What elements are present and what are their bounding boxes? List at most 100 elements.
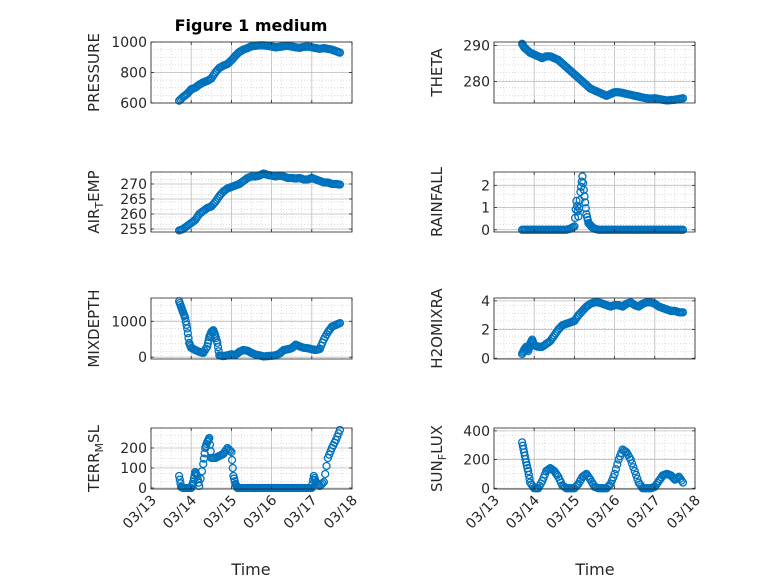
data-series-rainfall [517, 172, 688, 234]
data-point [213, 338, 222, 348]
axes-box [493, 427, 696, 490]
data-point [335, 425, 345, 435]
y-tick-label: 0 [138, 350, 147, 366]
data-series-sun-flux [517, 438, 688, 493]
data-point [183, 329, 193, 338]
subplot-mixdepth: 0 1000 MIXDEPTH [85, 289, 353, 368]
data-point [524, 470, 533, 480]
axes-box [150, 297, 353, 360]
y-tick-label: 400 [463, 424, 490, 440]
data-point [322, 461, 331, 471]
data-point [678, 225, 688, 234]
data-point [194, 478, 203, 487]
data-point [677, 476, 686, 485]
y-tick-label: 0 [481, 223, 490, 239]
data-point [182, 320, 191, 330]
data-point [678, 478, 688, 487]
data-point [678, 94, 688, 103]
subplot-theta: 280 290 THETA [428, 39, 696, 105]
data-point [577, 177, 586, 186]
data-point [629, 463, 638, 472]
x-axis-label-left: Time [230, 560, 270, 579]
data-point [610, 469, 619, 479]
axes-box [493, 171, 696, 233]
data-point [630, 466, 639, 476]
data-point [307, 483, 316, 493]
data-series-mixdepth [174, 297, 345, 361]
data-point [544, 464, 554, 474]
y-tick-label: 2 [481, 323, 490, 339]
axes-box [493, 297, 696, 360]
y-axis-label: RAINFALL [428, 166, 446, 237]
data-point [626, 455, 635, 464]
subplot-h2omixra: 0 2 4 H2OMIXRA [428, 288, 696, 369]
data-point [678, 308, 688, 317]
y-axis-label: H2OMIXRA [428, 288, 446, 369]
data-point [321, 469, 330, 479]
y-tick-label: 0 [481, 481, 490, 497]
axes-box [493, 41, 696, 104]
data-point [335, 48, 345, 57]
y-tick-label: 1000 [111, 314, 147, 330]
x-axis-label-right: Time [574, 560, 614, 579]
data-point [580, 198, 590, 207]
y-axis-label: SUNFLUX [428, 425, 449, 492]
axes-box [150, 427, 353, 490]
data-point [228, 463, 237, 473]
y-tick-label: 100 [120, 461, 147, 477]
data-point [525, 474, 534, 483]
data-series-theta [517, 39, 688, 105]
y-tick-label: 290 [463, 39, 490, 55]
y-axis-label: PRESSURE [85, 33, 103, 112]
data-point [176, 479, 185, 488]
data-point [631, 470, 641, 480]
subplot-pressure: 600 800 1000 PRESSURE [85, 33, 353, 112]
grid-lines [493, 172, 696, 232]
data-point [318, 479, 327, 488]
data-point [335, 318, 345, 328]
y-tick-label: 270 [120, 177, 147, 193]
y-tick-label: 800 [120, 66, 147, 82]
data-point [611, 464, 621, 474]
data-point [580, 192, 589, 201]
y-tick-label: 1000 [111, 35, 147, 51]
data-point [584, 473, 594, 482]
y-axis-label: TERRMSL [85, 424, 106, 493]
y-axis-label: AIRTEMP [85, 170, 106, 233]
data-point [613, 460, 622, 469]
data-series-pressure [174, 41, 345, 105]
data-point [183, 324, 192, 333]
data-series-h2omixra [517, 298, 688, 359]
data-point [225, 446, 235, 455]
data-point [227, 447, 236, 457]
axes-box [150, 171, 353, 233]
data-point [199, 459, 208, 469]
data-point [317, 480, 326, 489]
y-tick-label: 4 [481, 294, 490, 310]
y-tick-label: 200 [463, 453, 490, 469]
data-point [581, 204, 590, 213]
data-point [319, 477, 329, 487]
data-point [335, 180, 345, 189]
y-tick-label: 2 [481, 178, 490, 194]
data-point [524, 466, 533, 476]
data-point [572, 196, 581, 206]
data-point [574, 212, 583, 221]
data-point [213, 342, 223, 352]
y-tick-label: 255 [120, 222, 147, 238]
figure-title: Figure 1 medium [175, 16, 328, 35]
data-point [627, 459, 637, 468]
y-tick-label: 260 [120, 207, 147, 223]
y-tick-label: 600 [120, 96, 147, 112]
y-tick-label: 280 [463, 74, 490, 90]
y-tick-label: 200 [120, 441, 147, 457]
y-tick-label: 1 [481, 201, 490, 217]
y-axis-label: THETA [428, 48, 446, 98]
y-tick-label: 0 [138, 481, 147, 497]
data-point [227, 455, 237, 465]
y-tick-label: 265 [120, 192, 147, 208]
y-axis-label: MIXDEPTH [85, 289, 103, 367]
data-series-air-temp [174, 169, 345, 235]
